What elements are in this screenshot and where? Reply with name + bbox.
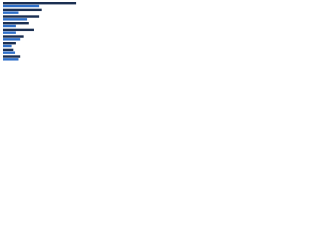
bar <box>3 11 19 14</box>
bar <box>3 28 34 32</box>
bar <box>3 38 21 41</box>
bar <box>3 48 14 52</box>
bar <box>3 42 16 45</box>
chart <box>3 2 77 61</box>
bar <box>3 51 16 54</box>
bar <box>3 8 42 12</box>
bar <box>3 4 40 8</box>
bar <box>3 31 16 34</box>
bar <box>3 55 21 58</box>
bar <box>3 24 16 28</box>
bar <box>3 18 28 21</box>
bar <box>3 58 19 61</box>
bar <box>3 44 12 48</box>
bar <box>3 35 24 38</box>
bar <box>3 2 77 5</box>
bar <box>3 22 29 25</box>
bar <box>3 15 40 18</box>
